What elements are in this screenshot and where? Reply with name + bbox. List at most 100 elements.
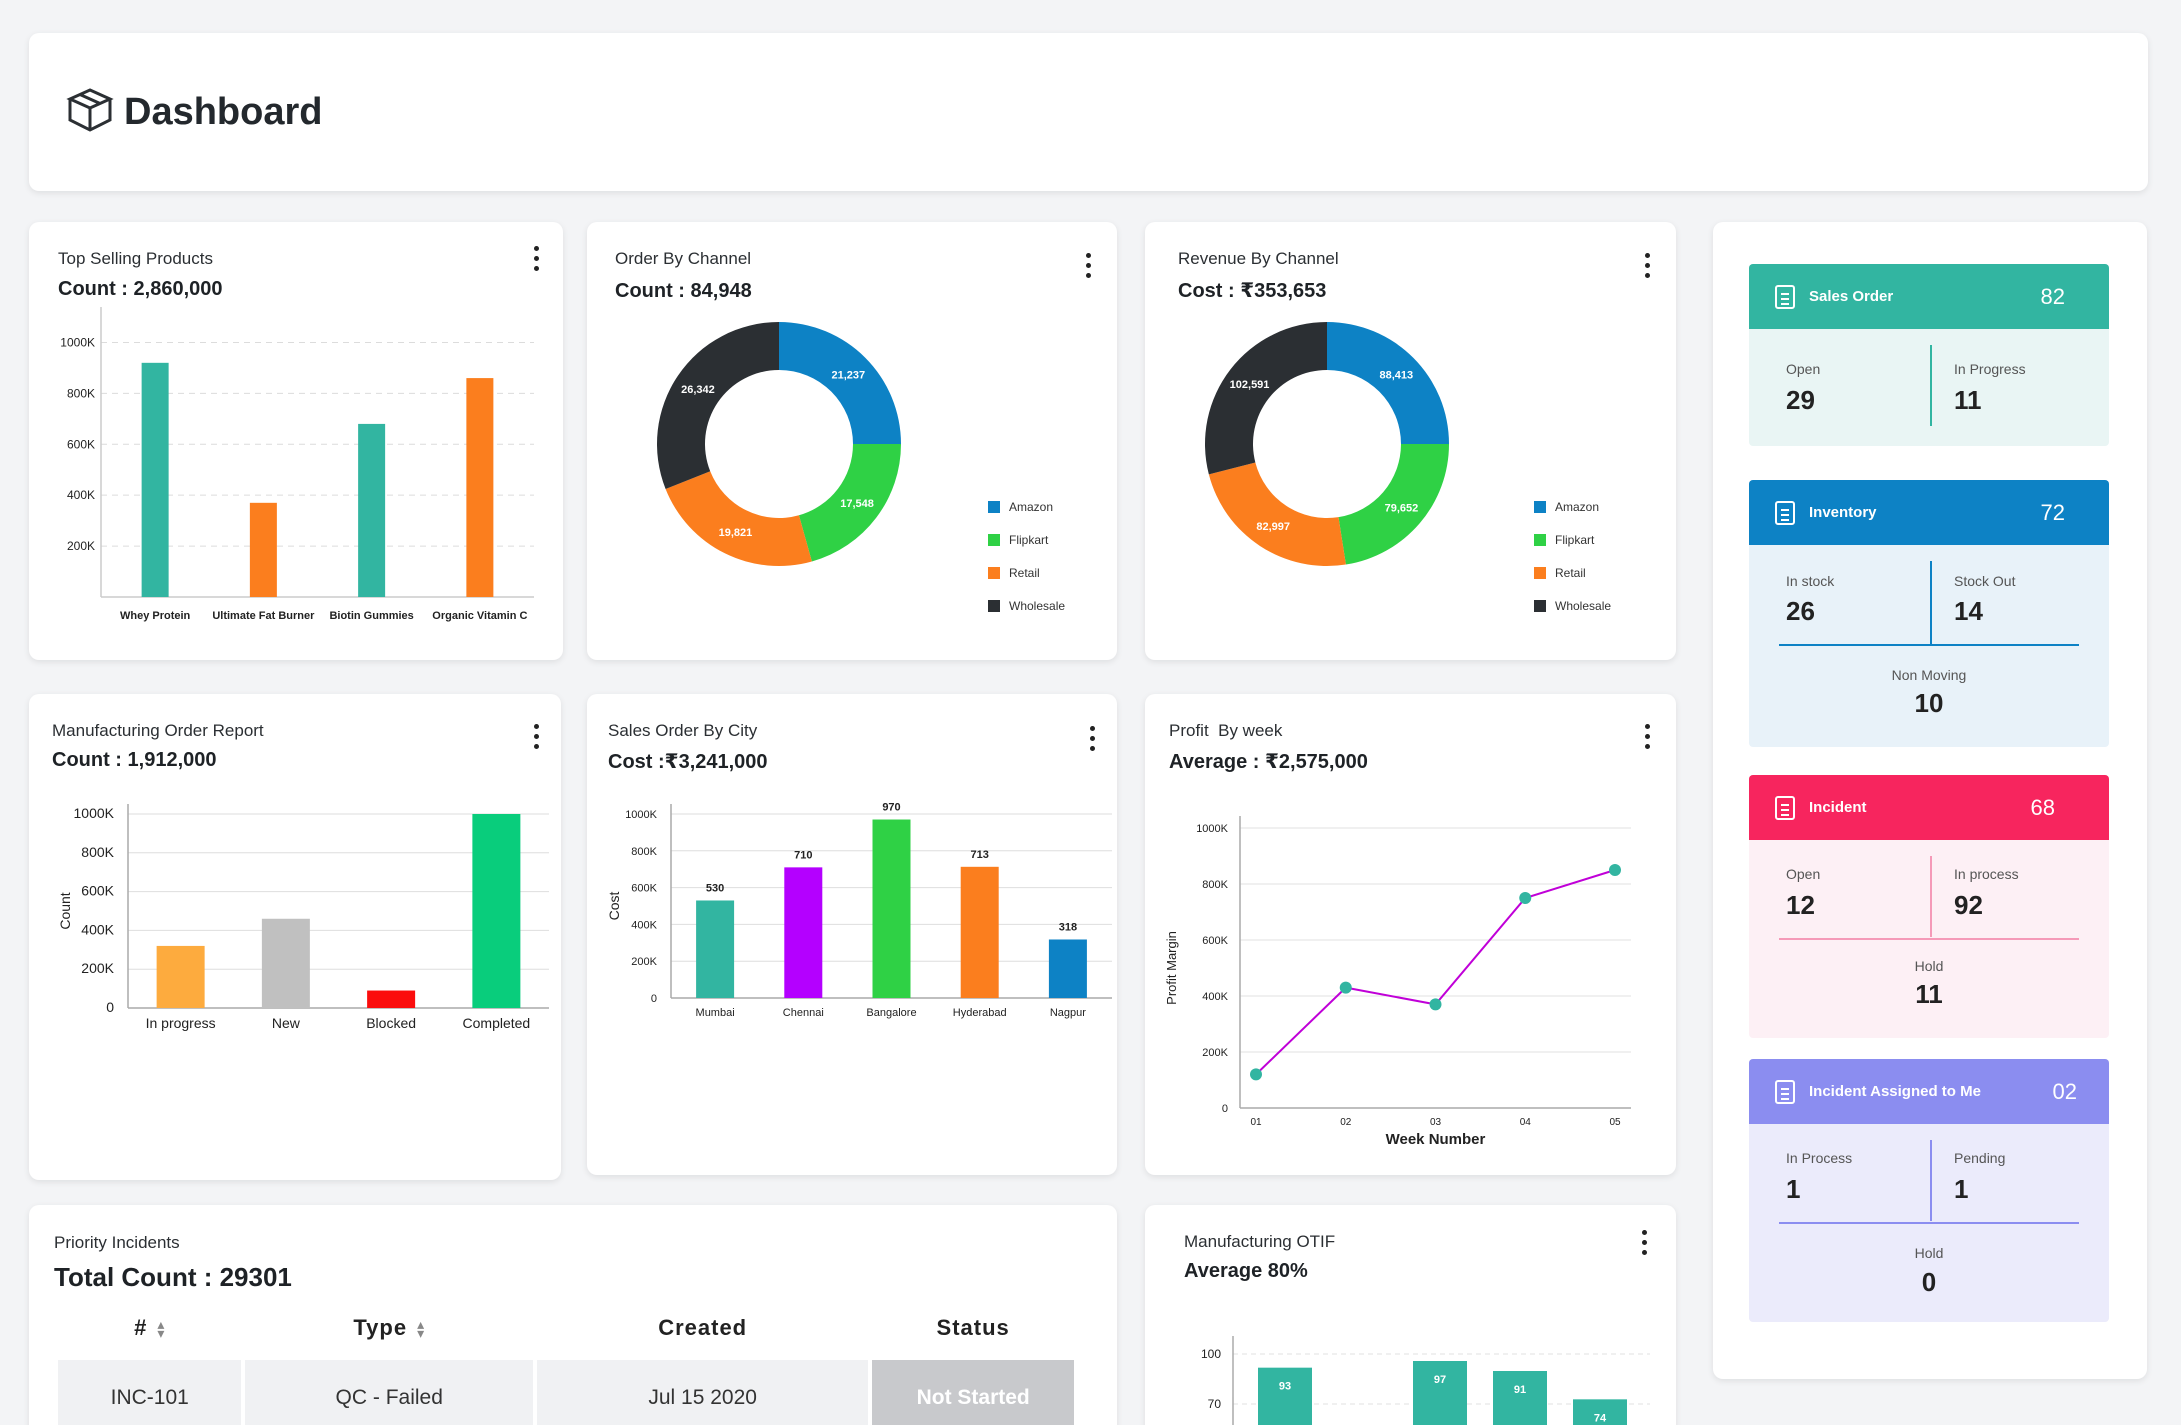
- legend-item[interactable]: Retail: [1534, 556, 1611, 589]
- widget-header[interactable]: Incident 68: [1749, 775, 2109, 840]
- widget-header[interactable]: Incident Assigned to Me 02: [1749, 1059, 2109, 1124]
- y-tick-label: 600K: [1202, 935, 1228, 947]
- mfg-report-chart: 0 200K 400K 600K 800K 1000K Count In progress Ne…: [57, 804, 549, 1031]
- data-point: [1339, 981, 1352, 994]
- card-title: Manufacturing Order Report: [52, 721, 264, 740]
- chart-legend: Amazon Flipkart Retail Wholesale: [1534, 490, 1611, 622]
- column-header-type[interactable]: Type ▴ ▾: [245, 1296, 533, 1360]
- status-badge: Not Started: [872, 1360, 1074, 1425]
- otif-chart: 100 70 93 97 91 74: [1201, 1336, 1650, 1425]
- data-label: 318: [1059, 921, 1077, 933]
- inventory-widget[interactable]: Inventory 72 In stock 26 Stock Out 14 No…: [1749, 480, 2109, 747]
- y-tick-label: 800K: [1202, 879, 1228, 891]
- revenue-channel-card: Revenue By Channel Cost : ₹353,653 88,41…: [1145, 222, 1676, 660]
- legend-item[interactable]: Wholesale: [1534, 589, 1611, 622]
- legend-item[interactable]: Amazon: [988, 490, 1065, 523]
- top-selling-chart: 200K 400K 600K 800K 1000K Whey Protein Ultimat…: [60, 307, 534, 622]
- legend-item[interactable]: Flipkart: [988, 523, 1065, 556]
- legend-swatch: [1534, 599, 1546, 612]
- y-tick-label: 200K: [1202, 1047, 1228, 1059]
- y-tick-label: 600K: [81, 883, 114, 899]
- legend-label: Retail: [1555, 565, 1586, 580]
- legend-label: Flipkart: [1555, 532, 1595, 547]
- y-tick-label: 800K: [67, 386, 95, 400]
- legend-label: Flipkart: [1009, 532, 1049, 547]
- legend-item[interactable]: Retail: [988, 556, 1065, 589]
- x-tick-label: 05: [1609, 1117, 1621, 1128]
- more-options-icon[interactable]: [1642, 253, 1652, 283]
- more-options-icon[interactable]: [1087, 726, 1097, 756]
- bar-mumbai: [696, 900, 735, 998]
- x-tick-label: Biotin Gummies: [329, 610, 413, 622]
- more-options-icon[interactable]: [531, 246, 541, 276]
- card-count: Count : 2,860,000: [58, 278, 223, 300]
- stat-value: 12: [1786, 890, 1815, 920]
- bar-in-progress: [156, 945, 205, 1008]
- legend-item[interactable]: Flipkart: [1534, 523, 1611, 556]
- slice-label: 26,342: [681, 384, 715, 396]
- slice-amazon: [779, 322, 901, 444]
- bar-chennai: [784, 867, 823, 998]
- bar-3: [1493, 1371, 1547, 1425]
- more-options-icon[interactable]: [1083, 253, 1093, 283]
- y-tick-label: 1000K: [1196, 823, 1228, 835]
- x-tick-label: 04: [1520, 1117, 1532, 1128]
- sales-order-widget[interactable]: Sales Order 82 Open 29 In Progress 11: [1749, 264, 2109, 446]
- bar-new: [261, 918, 310, 1008]
- divider: [1930, 856, 1932, 937]
- slice-label: 17,548: [840, 498, 874, 510]
- stat-label: Open: [1786, 361, 1821, 377]
- widget-header[interactable]: Inventory 72: [1749, 480, 2109, 545]
- y-tick-label: 200K: [631, 956, 657, 968]
- clipboard-icon: [1775, 284, 1795, 309]
- top-selling-card: Top Selling Products Count : 2,860,000 2…: [29, 222, 563, 660]
- bar-whey-protein: [141, 362, 169, 597]
- widget-total: 68: [2030, 794, 2055, 820]
- stat-value: 26: [1786, 596, 1815, 626]
- data-point: [1429, 998, 1442, 1011]
- y-axis-label: Profit Margin: [1164, 931, 1179, 1005]
- incident-widget[interactable]: Incident 68 Open 12 In process 92 Hold 1…: [1749, 775, 2109, 1038]
- legend-label: Wholesale: [1555, 598, 1612, 613]
- y-tick-label: 1000K: [625, 809, 657, 821]
- slice-retail: [1208, 462, 1346, 566]
- slice-label: 82,997: [1256, 521, 1290, 533]
- page-title: Dashboard: [124, 91, 323, 133]
- stat-value: 1: [1786, 1174, 1801, 1204]
- incident-type: QC - Failed: [245, 1360, 533, 1425]
- legend-swatch: [1534, 566, 1546, 579]
- legend-label: Wholesale: [1009, 598, 1066, 613]
- more-options-icon[interactable]: [1642, 724, 1652, 754]
- table-row[interactable]: INC-101 QC - Failed Jul 15 2020 Not Star…: [58, 1360, 1074, 1425]
- sort-icon[interactable]: ▴ ▾: [157, 1316, 166, 1342]
- y-tick-label: 200K: [81, 960, 114, 976]
- x-tick-label: Organic Vitamin C: [432, 610, 527, 622]
- column-header-num[interactable]: # ▴ ▾: [58, 1296, 241, 1360]
- y-tick-label: 600K: [631, 883, 657, 895]
- bar-4: [1573, 1399, 1627, 1425]
- more-options-icon[interactable]: [531, 724, 541, 754]
- y-axis-label: Cost: [606, 892, 622, 921]
- sort-icon[interactable]: ▴ ▾: [417, 1316, 426, 1342]
- data-point: [1519, 892, 1532, 904]
- more-options-icon[interactable]: [1639, 1230, 1649, 1260]
- data-label: 713: [971, 849, 989, 861]
- legend-swatch: [988, 533, 1000, 546]
- card-title: Sales Order By City: [608, 721, 758, 740]
- data-label: 710: [794, 849, 812, 861]
- sales-city-chart: 0 200K 400K 600K 800K 1000K Cost Mumbai 530 Chenn…: [606, 802, 1112, 1019]
- x-tick-label: 03: [1430, 1117, 1442, 1128]
- bar-completed: [472, 814, 521, 1008]
- divider: [1779, 644, 2079, 646]
- slice-label: 102,591: [1230, 379, 1270, 391]
- x-tick-label: Hyderabad: [953, 1007, 1007, 1019]
- assigned-incident-widget[interactable]: Incident Assigned to Me 02 In Process 1 …: [1749, 1059, 2109, 1322]
- incident-created: Jul 15 2020: [536, 1360, 869, 1425]
- legend-item[interactable]: Wholesale: [988, 589, 1065, 622]
- slice-wholesale: [1205, 322, 1327, 475]
- stat-label: Open: [1786, 866, 1821, 882]
- widget-header[interactable]: Sales Order 82: [1749, 264, 2109, 329]
- stat-value: 29: [1786, 385, 1815, 415]
- legend-item[interactable]: Amazon: [1534, 490, 1611, 523]
- stat-value: 1: [1954, 1174, 1969, 1204]
